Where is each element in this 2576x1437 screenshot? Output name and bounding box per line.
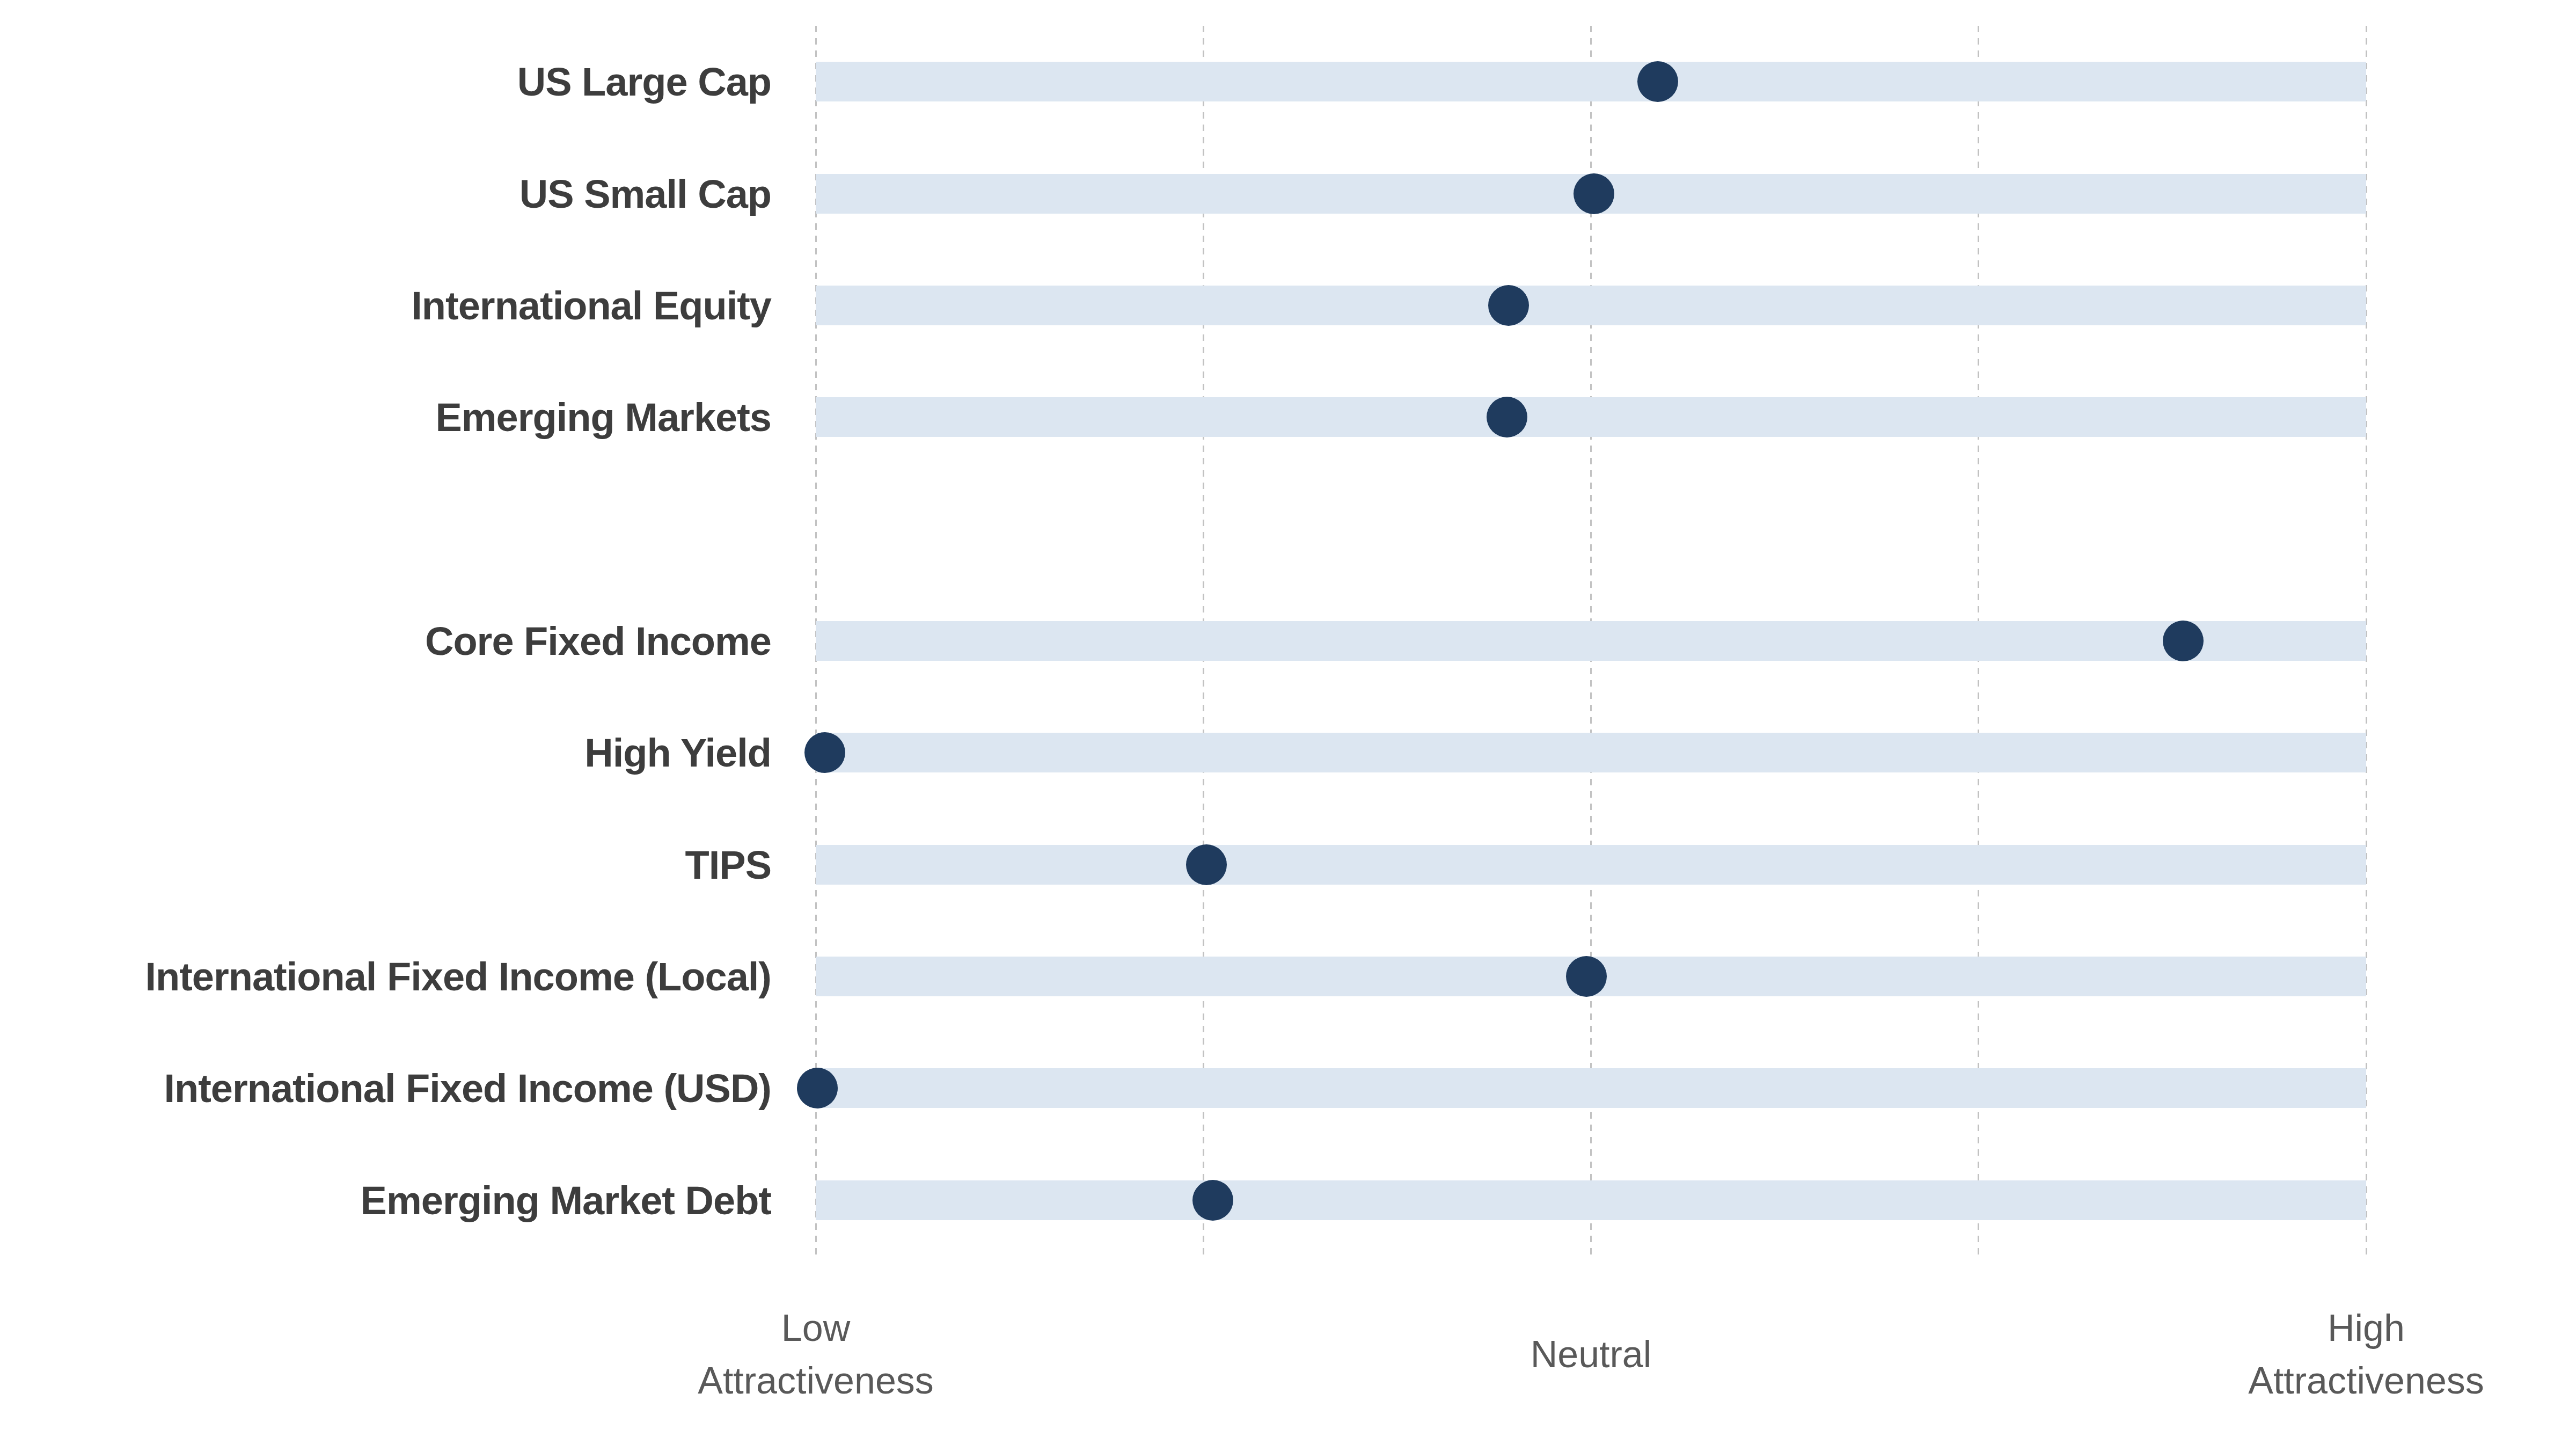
- category-label: Emerging Markets: [0, 395, 771, 440]
- category-label: International Fixed Income (Local): [0, 954, 771, 1000]
- row-band: [816, 1180, 2366, 1220]
- row-band: [816, 1068, 2366, 1108]
- category-label: TIPS: [0, 842, 771, 887]
- axis-tick-label-line: High: [2071, 1302, 2576, 1354]
- category-label: International Fixed Income (USD): [0, 1066, 771, 1111]
- plot-area: [816, 26, 2366, 1256]
- data-point-dot: [1637, 61, 1678, 102]
- row-band: [816, 286, 2366, 325]
- row-band: [816, 733, 2366, 772]
- axis-tick-label-line: Low: [521, 1302, 1111, 1354]
- axis-tick-label-line: Attractiveness: [2071, 1354, 2576, 1407]
- axis-tick-label: HighAttractiveness: [2071, 1296, 2576, 1412]
- category-label: International Equity: [0, 282, 771, 328]
- category-label: Core Fixed Income: [0, 618, 771, 664]
- data-point-dot: [2163, 621, 2204, 661]
- category-label: US Large Cap: [0, 59, 771, 105]
- axis-tick-label: Neutral: [1296, 1296, 1886, 1412]
- axis-tick-label: LowAttractiveness: [521, 1296, 1111, 1412]
- data-point-dot: [1192, 1180, 1233, 1221]
- row-band: [816, 621, 2366, 661]
- axis-tick-label-line: Neutral: [1296, 1328, 1886, 1381]
- category-label: Emerging Market Debt: [0, 1177, 771, 1223]
- category-label: High Yield: [0, 730, 771, 776]
- row-band: [816, 845, 2366, 885]
- attractiveness-dot-plot: US Large Cap US Small Cap International Eq…: [0, 0, 2576, 1437]
- row-band: [816, 397, 2366, 437]
- data-point-dot: [1488, 285, 1529, 326]
- axis-tick-label-line: Attractiveness: [521, 1354, 1111, 1407]
- row-band: [816, 62, 2366, 101]
- data-point-dot: [1566, 956, 1607, 997]
- data-point-dot: [797, 1068, 838, 1108]
- data-point-dot: [1186, 844, 1227, 885]
- data-point-dot: [1574, 173, 1614, 214]
- category-label: US Small Cap: [0, 171, 771, 216]
